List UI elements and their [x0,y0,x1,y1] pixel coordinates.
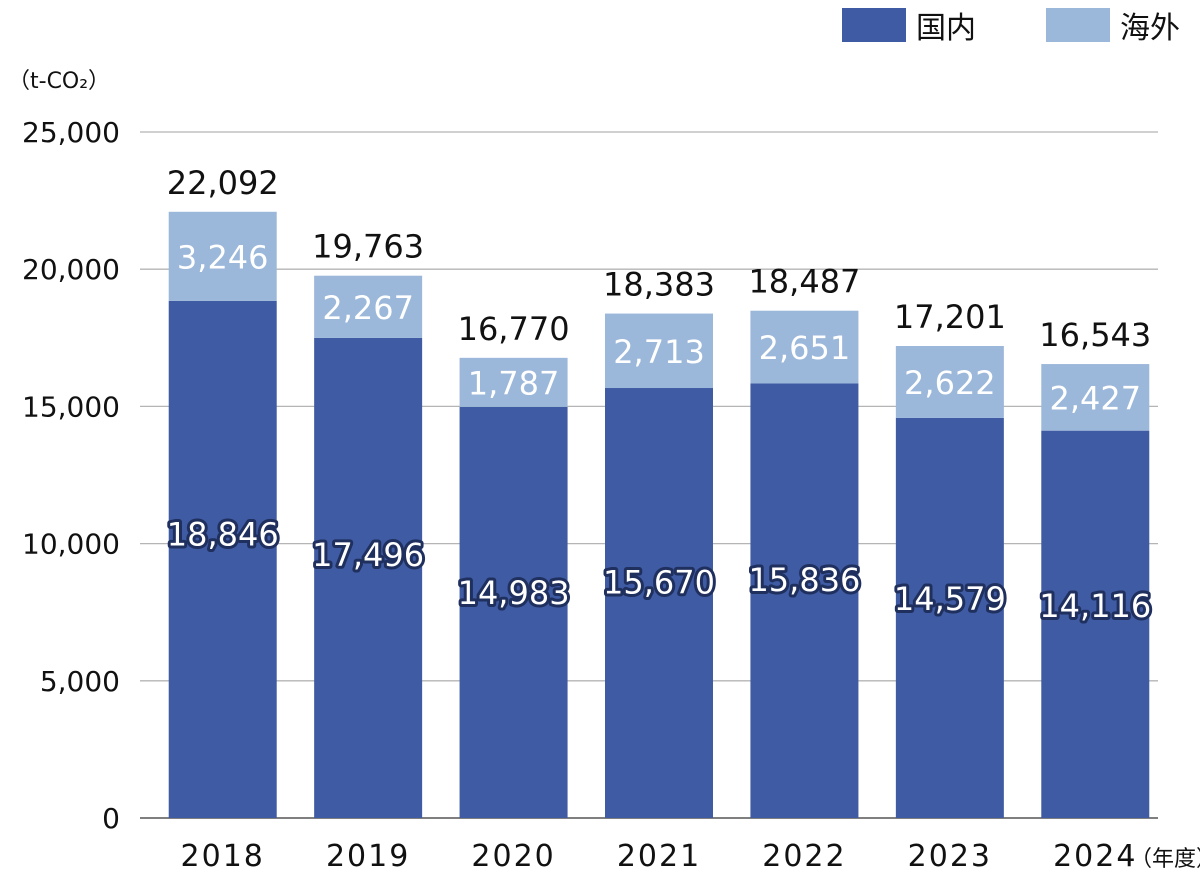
x-tick-label: 2020 [471,839,555,874]
x-tick-label: 2021 [617,839,701,874]
x-tick-label: 2018 [181,839,265,874]
bars: 18,846 3,246 22,092 17,496 2,267 19,763 14,983… [164,164,1154,819]
bar-segment [1041,430,1150,818]
data-label-overseas: 1,787 [468,364,560,402]
data-label-domestic: 14,116 [1039,587,1151,625]
legend-swatch [842,8,906,42]
y-tick-label: 0 [102,802,120,835]
total-label: 19,763 [312,228,424,266]
total-label: 18,487 [748,263,860,301]
y-axis-unit-label: （t-CO₂） [8,69,110,94]
data-label-overseas: 2,427 [1049,379,1141,417]
data-label-overseas: 2,267 [322,289,414,327]
bar-group-2021: 15,670 2,713 18,383 [600,266,718,818]
total-label: 16,543 [1039,316,1151,354]
bar-group-2024: 14,116 2,427 16,543 [1036,316,1154,818]
bar-segment [314,337,423,818]
bar-group-2022: 15,836 2,651 18,487 [745,263,863,818]
bar-segment [605,388,713,818]
bar-segment [168,211,277,301]
y-tick-label: 25,000 [22,116,120,149]
bar-group-2019: 17,496 2,267 19,763 [309,228,427,818]
bar-segment [459,406,568,818]
y-tick-label: 5,000 [40,665,120,698]
legend: 国内 海外 [842,8,1180,46]
x-tick-label: 2024 [1053,839,1137,874]
data-label-domestic: 15,836 [748,561,860,599]
data-label-overseas: 3,246 [177,238,269,276]
bar-segment [895,417,1004,818]
data-label-overseas: 2,651 [759,329,851,367]
x-tick-label: 2019 [326,839,410,874]
data-label-domestic: 18,846 [167,516,279,554]
bar-segment [1041,364,1150,431]
data-label-domestic: 15,670 [603,564,715,602]
y-tick-label: 10,000 [22,528,120,561]
bar-segment [750,383,859,818]
data-label-domestic: 14,579 [894,580,1006,618]
total-label: 18,383 [603,266,715,304]
bar-segment [168,300,277,819]
bar-segment [895,346,1004,418]
legend-label: 海外 [1120,11,1180,46]
bar-segment [605,313,713,389]
data-label-domestic: 17,496 [312,536,424,574]
bar-segment [459,357,568,407]
total-label: 17,201 [894,298,1006,336]
total-label: 16,770 [458,310,570,348]
legend-swatch [1046,8,1110,42]
y-axis-ticks: 0 5,000 10,000 15,000 20,000 25,000 [22,116,120,835]
x-axis-ticks: 2018 2019 2020 2021 2022 2023 2024 [181,839,1137,874]
bar-segment [314,275,423,338]
data-label-overseas: 2,713 [613,333,705,371]
bar-segment [750,310,859,384]
x-tick-label: 2022 [762,839,846,874]
y-tick-label: 20,000 [22,253,120,286]
data-label-overseas: 2,622 [904,364,996,402]
bar-group-2023: 14,579 2,622 17,201 [891,298,1009,818]
bar-group-2020: 14,983 1,787 16,770 [455,310,573,818]
bar-group-2018: 18,846 3,246 22,092 [164,164,282,819]
x-tick-label: 2023 [908,839,992,874]
total-label: 22,092 [167,164,279,202]
data-label-domestic: 14,983 [458,574,570,612]
y-tick-label: 15,000 [22,390,120,423]
legend-label: 国内 [916,11,976,46]
x-axis-unit-label: （年度） [1130,847,1200,872]
